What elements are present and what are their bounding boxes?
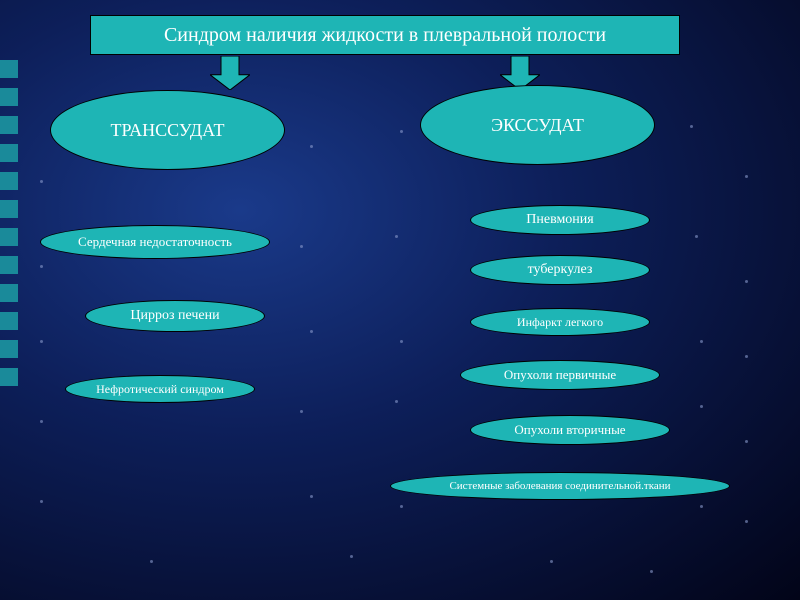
left-item-node: Сердечная недостаточность [40,225,270,259]
right-item-node: туберкулез [470,255,650,285]
left-item-node: Цирроз печени [85,300,265,332]
decor-dot [310,330,313,333]
decor-square [0,284,18,302]
decor-square [0,368,18,386]
decor-dot [150,560,153,563]
decor-dot [395,400,398,403]
decor-dot [310,495,313,498]
left-item-node: Нефротический синдром [65,375,255,403]
category-node-label: ТРАНССУДАТ [110,120,224,141]
category-node: ТРАНССУДАТ [50,90,285,170]
decor-dot [400,130,403,133]
right-item-node: Опухоли вторичные [470,415,670,445]
right-item-node-label: Опухоли первичные [504,367,616,383]
decor-square [0,116,18,134]
decor-square [0,60,18,78]
right-item-node-label: Инфаркт легкого [517,315,603,330]
right-item-node-label: Опухоли вторичные [514,422,625,438]
decor-dot [350,555,353,558]
decor-square [0,228,18,246]
decor-square [0,340,18,358]
decor-dot [650,570,653,573]
decor-dot [395,235,398,238]
category-node-label: ЭКССУДАТ [491,115,584,136]
decor-dot [745,280,748,283]
left-item-node-label: Сердечная недостаточность [78,234,232,250]
decor-dot [40,420,43,423]
decor-dot [300,245,303,248]
decor-dot [700,505,703,508]
right-item-node: Инфаркт легкого [470,308,650,336]
decor-dot [745,520,748,523]
right-item-node-label: Пневмония [526,212,593,228]
decor-dot [40,340,43,343]
decorative-squares [0,60,18,396]
decor-dot [40,265,43,268]
category-node: ЭКССУДАТ [420,85,655,165]
right-item-node-label: Системные заболевания соединительной.тка… [449,480,670,492]
left-item-node-label: Нефротический синдром [96,382,224,397]
right-item-node: Системные заболевания соединительной.тка… [390,472,730,500]
decor-dot [40,500,43,503]
decor-square [0,256,18,274]
decor-dot [745,355,748,358]
decor-square [0,200,18,218]
left-item-node-label: Цирроз печени [130,308,219,324]
decor-dot [695,235,698,238]
right-item-node-label: туберкулез [528,262,593,278]
title-box: Синдром наличия жидкости в плевральной п… [90,15,680,55]
decor-dot [400,340,403,343]
decor-square [0,88,18,106]
decor-dot [700,405,703,408]
decor-dot [550,560,553,563]
decor-dot [40,180,43,183]
decor-dot [300,410,303,413]
decor-square [0,312,18,330]
decor-square [0,144,18,162]
decor-square [0,172,18,190]
decor-dot [400,505,403,508]
decor-dot [310,145,313,148]
decor-dot [700,340,703,343]
decor-dot [745,440,748,443]
arrow-down-icon [210,56,250,90]
decor-dot [745,175,748,178]
decor-dot [690,125,693,128]
right-item-node: Пневмония [470,205,650,235]
right-item-node: Опухоли первичные [460,360,660,390]
